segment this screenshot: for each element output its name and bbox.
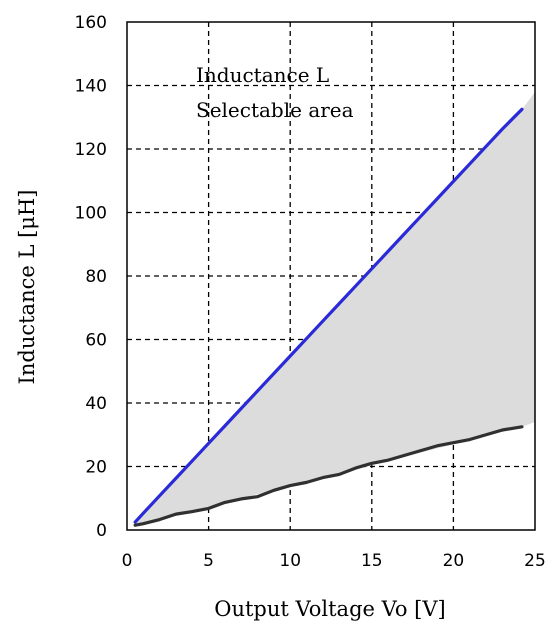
x-tick-label: 0 bbox=[122, 551, 133, 571]
y-tick-label: 60 bbox=[85, 331, 107, 351]
series-line-1 bbox=[133, 107, 524, 524]
series-layer bbox=[133, 107, 524, 527]
x-tick-label: 20 bbox=[443, 551, 465, 571]
y-tick-label: 0 bbox=[96, 521, 107, 541]
annotation-line-2: Selectable area bbox=[196, 98, 354, 122]
x-axis-title: Output Voltage Vo [V] bbox=[214, 597, 445, 621]
plot-area bbox=[133, 91, 535, 527]
x-tick-label: 5 bbox=[203, 551, 214, 571]
y-axis-title: Inductance L [μH] bbox=[15, 190, 39, 385]
x-tick-label: 15 bbox=[361, 551, 383, 571]
plot-frame bbox=[126, 21, 536, 531]
y-tick-label: 160 bbox=[75, 13, 107, 33]
y-tick-label: 20 bbox=[85, 458, 107, 478]
annotation-line-1: Inductance L bbox=[196, 63, 329, 87]
series-line-2 bbox=[133, 425, 524, 527]
x-tick-label: 10 bbox=[279, 551, 301, 571]
y-tick-label: 80 bbox=[85, 267, 107, 287]
x-tick-label: 25 bbox=[524, 551, 546, 571]
y-tick-label: 100 bbox=[75, 204, 107, 224]
axis-ticks: 0 5 10 15 20 25 0 20 40 60 80 100 120 140 160 bbox=[75, 13, 546, 571]
y-tick-label: 120 bbox=[75, 140, 107, 160]
y-tick-label: 140 bbox=[75, 77, 107, 97]
y-tick-label: 40 bbox=[85, 394, 107, 414]
